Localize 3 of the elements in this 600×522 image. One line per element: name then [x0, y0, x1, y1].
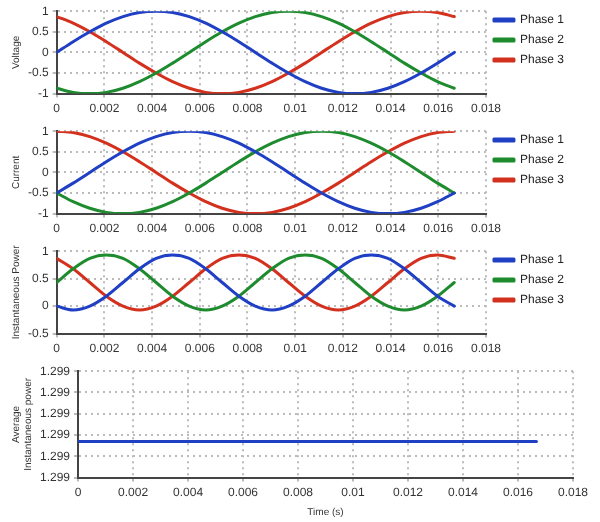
line-series [56, 253, 456, 312]
line-series [56, 131, 456, 214]
line-series [56, 11, 456, 94]
